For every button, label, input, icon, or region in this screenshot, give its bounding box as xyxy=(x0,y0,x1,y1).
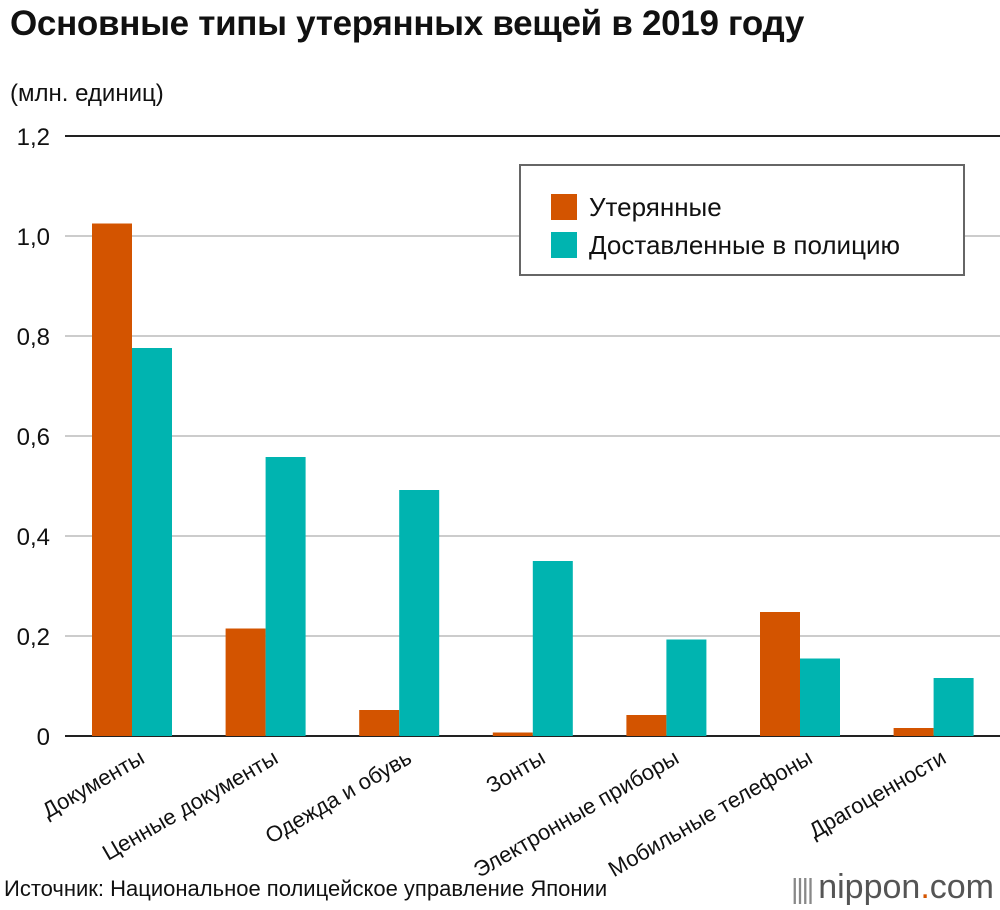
y-tick-label: 1,0 xyxy=(17,224,50,251)
bar-delivered xyxy=(399,490,440,736)
y-axis-unit-label: (млн. единиц) xyxy=(10,80,164,107)
bar-delivered xyxy=(532,561,573,736)
y-tick-label: 0,4 xyxy=(17,524,50,551)
bar-lost xyxy=(92,223,132,736)
category-label: Зонты xyxy=(482,745,550,798)
category-label: Драгоценности xyxy=(805,745,951,843)
category-label: Одежда и обувь xyxy=(261,745,416,849)
brand-name-b: com xyxy=(929,868,994,906)
legend-label-lost: Утерянные xyxy=(589,191,722,222)
chart-title: Основные типы утерянных вещей в 2019 год… xyxy=(10,4,804,43)
bar-lost xyxy=(626,715,667,736)
legend-swatch-lost xyxy=(551,194,577,220)
y-tick-label: 0,2 xyxy=(17,624,50,651)
chart-legend: Утерянные Доставленные в полицию xyxy=(519,164,965,276)
bar-delivered xyxy=(132,348,172,736)
legend-label-delivered: Доставленные в полицию xyxy=(589,229,900,260)
legend-item-lost: Утерянные xyxy=(551,192,722,222)
bar-lost xyxy=(893,728,934,736)
y-tick-label: 0,8 xyxy=(17,324,50,351)
y-tick-labels: 0 0,2 0,4 0,6 0,8 1,0 1,2 xyxy=(17,124,50,751)
legend-swatch-delivered xyxy=(551,232,577,258)
y-tick-label: 0,6 xyxy=(17,424,50,451)
bars xyxy=(92,223,974,736)
bar-delivered xyxy=(265,457,306,736)
bar-delivered xyxy=(666,639,707,736)
legend-item-delivered: Доставленные в полицию xyxy=(551,230,900,260)
bar-lost xyxy=(359,710,400,736)
source-note: Источник: Национальное полицейское управ… xyxy=(4,876,608,901)
category-label: Документы xyxy=(38,745,149,823)
bar-lost xyxy=(492,732,533,736)
brand-name-a: nippon xyxy=(818,868,921,906)
y-tick-label: 0 xyxy=(37,724,50,751)
bar-lost xyxy=(760,612,800,736)
brand-dots: |||| xyxy=(791,873,814,904)
bar-delivered xyxy=(800,658,840,736)
bar-delivered xyxy=(933,678,974,736)
brand-name-dot: . xyxy=(920,868,930,906)
y-tick-label: 1,2 xyxy=(17,124,50,151)
bar-lost xyxy=(225,628,266,736)
brand-logo: |||| nippon.com xyxy=(791,868,994,907)
